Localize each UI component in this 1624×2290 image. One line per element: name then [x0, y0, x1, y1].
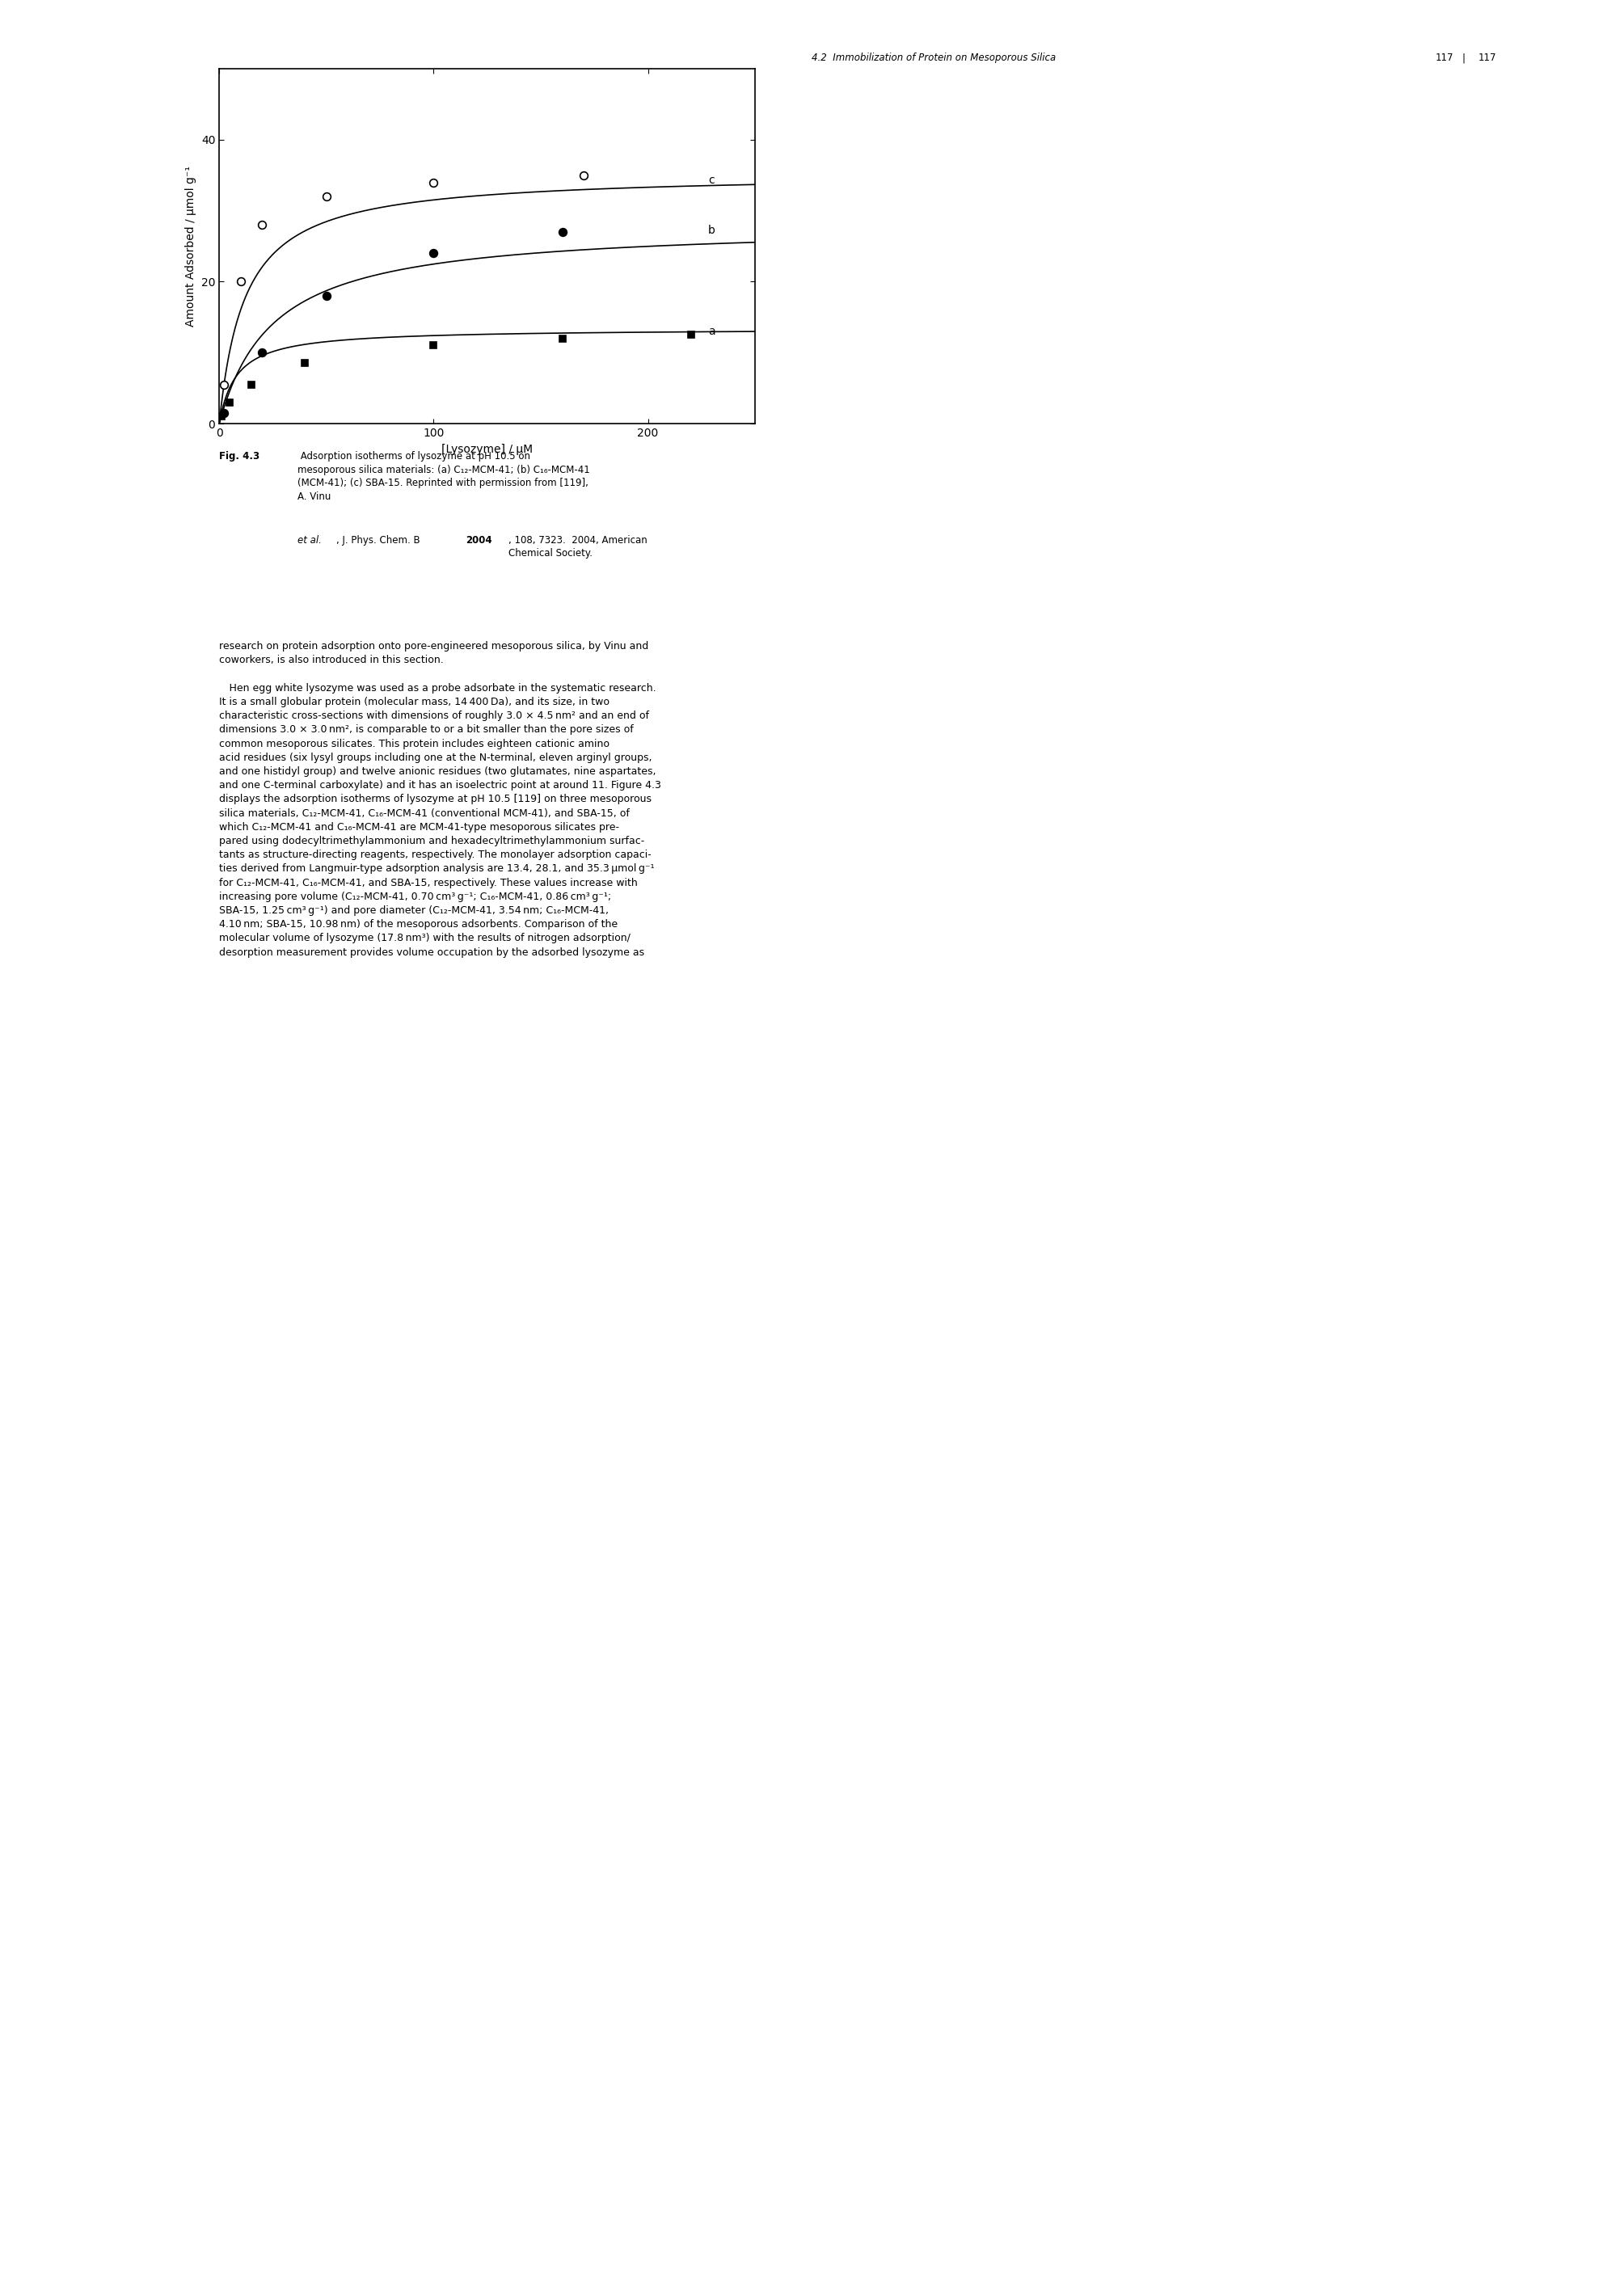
Text: c: c [708, 174, 715, 185]
Text: 117: 117 [1478, 53, 1496, 64]
Text: 2004: 2004 [466, 536, 492, 545]
Text: Adsorption isotherms of lysozyme at pH 10.5 on
mesoporous silica materials: (a) : Adsorption isotherms of lysozyme at pH 1… [297, 451, 590, 502]
Text: research on protein adsorption onto pore-engineered mesoporous silica, by Vinu a: research on protein adsorption onto pore… [219, 641, 661, 957]
Text: a: a [708, 325, 715, 337]
Text: b: b [708, 224, 715, 236]
Text: 117: 117 [1436, 53, 1453, 64]
Text: , 108, 7323.  2004, American
Chemical Society.: , 108, 7323. 2004, American Chemical Soc… [508, 536, 646, 559]
Y-axis label: Amount Adsorbed / μmol g⁻¹: Amount Adsorbed / μmol g⁻¹ [185, 165, 197, 327]
Text: 4.2  Immobilization of Protein on Mesoporous Silica: 4.2 Immobilization of Protein on Mesopor… [812, 53, 1056, 64]
Text: et al.: et al. [297, 536, 322, 545]
X-axis label: [Lysozyme] / μM: [Lysozyme] / μM [442, 444, 533, 456]
Text: , J. Phys. Chem. B: , J. Phys. Chem. B [336, 536, 422, 545]
Text: Fig. 4.3: Fig. 4.3 [219, 451, 260, 463]
Text: |: | [1462, 53, 1465, 64]
